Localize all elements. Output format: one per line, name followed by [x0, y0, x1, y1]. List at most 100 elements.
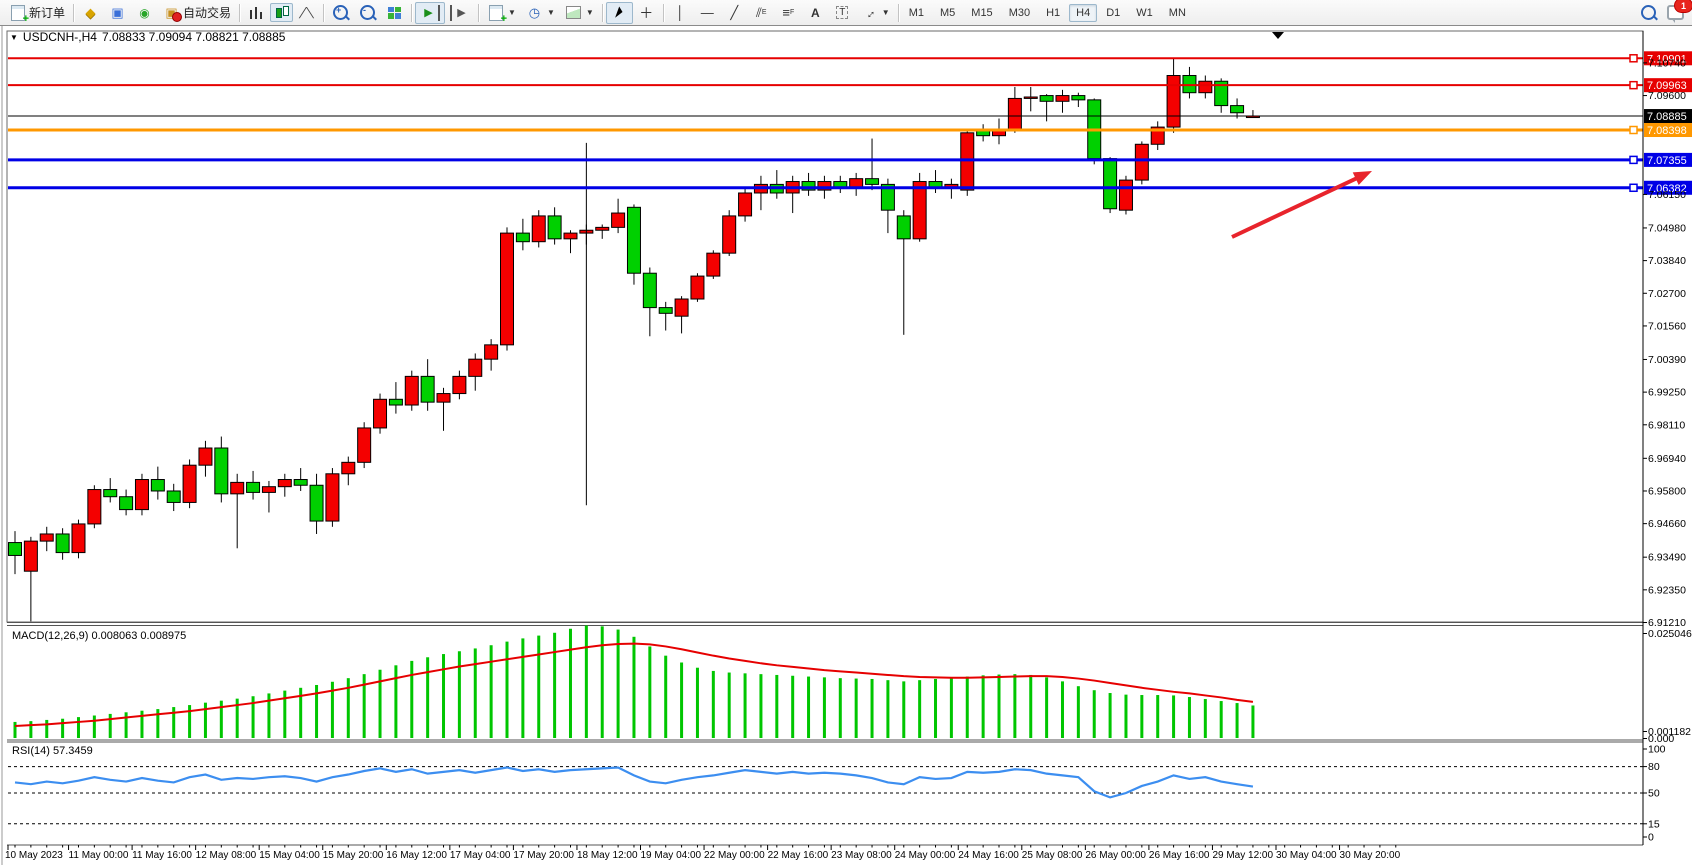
- market-watch-button[interactable]: ◆: [77, 2, 104, 24]
- rsi-line: [14, 766, 1254, 799]
- macd-bar: [410, 660, 414, 738]
- x-tick-label: 17 May 04:00: [450, 850, 511, 861]
- cursor-tool-button[interactable]: [605, 1, 633, 24]
- toolbar-separator: [73, 3, 75, 22]
- hline-handle[interactable]: [1629, 183, 1638, 193]
- auto-trading-button[interactable]: ▣ 自动交易: [158, 1, 236, 24]
- zoom-out-button[interactable]: -: [354, 2, 381, 24]
- timeframe-H4[interactable]: H4: [1069, 3, 1098, 22]
- macd-bar: [902, 681, 906, 738]
- macd-bar: [584, 625, 588, 738]
- macd-indicator-label: MACD(12,26,9) 0.008063 0.008975: [12, 630, 187, 642]
- candlestick-chart-button[interactable]: [270, 3, 294, 22]
- chart-shift-marker[interactable]: [1272, 32, 1284, 39]
- macd-bar: [267, 693, 271, 738]
- chart-menu-caret[interactable]: ▼: [10, 32, 18, 42]
- macd-bar: [251, 696, 255, 738]
- hline-handle[interactable]: [1629, 155, 1638, 165]
- timeframe-M15[interactable]: M15: [971, 6, 993, 19]
- x-tick-label: 22 May 16:00: [768, 850, 829, 861]
- candle: [706, 252, 721, 277]
- candle: [1230, 105, 1245, 114]
- macd-bar: [521, 638, 525, 738]
- macd-bar: [664, 655, 668, 738]
- timeframe-M5[interactable]: M5: [940, 6, 956, 19]
- timeframe-D1[interactable]: D1: [1106, 6, 1121, 19]
- x-tick-label: 19 May 04:00: [641, 850, 702, 861]
- timeframe-M30[interactable]: M30: [1008, 6, 1031, 19]
- hline-handle[interactable]: [1629, 80, 1638, 90]
- bar-chart-button[interactable]: [243, 2, 270, 24]
- vertical-line-tool-button[interactable]: │: [667, 2, 694, 24]
- indicators-button[interactable]: + ▼: [482, 2, 521, 24]
- candle: [119, 496, 134, 511]
- zoom-in-button[interactable]: +: [327, 2, 354, 24]
- x-tick-label: 24 May 16:00: [958, 850, 1019, 861]
- hline-handle[interactable]: [1629, 54, 1638, 63]
- arrows-tool-button[interactable]: ↔ ▼: [856, 2, 895, 24]
- periods-button[interactable]: ◷ ▼: [521, 2, 560, 24]
- chevron-down-icon: ▼: [546, 8, 555, 17]
- trendline-tool-button[interactable]: ╱: [721, 2, 748, 24]
- macd-bar: [1013, 674, 1017, 738]
- chart-shift-button[interactable]: ▶: [445, 2, 475, 24]
- macd-bar: [632, 636, 636, 738]
- macd-bar: [553, 632, 557, 738]
- signals-button[interactable]: ◉: [131, 2, 158, 24]
- tile-windows-button[interactable]: [381, 2, 408, 24]
- timeframe-M1[interactable]: M1: [908, 6, 924, 19]
- accounts-button[interactable]: ▣: [104, 2, 131, 24]
- candle: [261, 486, 276, 493]
- horizontal-line-tool-button[interactable]: —: [694, 2, 721, 24]
- chat-icon[interactable]: 1: [1667, 0, 1692, 23]
- line-chart-button[interactable]: ╱╲: [293, 2, 320, 24]
- trend-arrow-line[interactable]: [1231, 173, 1364, 239]
- channel-tool-button[interactable]: ⫽ E: [748, 2, 775, 24]
- gold-icon: ◆: [85, 4, 96, 20]
- macd-bar: [29, 721, 33, 738]
- fibonacci-tool-button[interactable]: ≡ F: [775, 2, 802, 24]
- x-tick-label: 11 May 00:00: [69, 850, 129, 861]
- notification-badge[interactable]: 1: [1674, 0, 1692, 13]
- search-icon[interactable]: [1640, 4, 1657, 20]
- trend-arrow-head[interactable]: [1352, 171, 1372, 186]
- candle: [484, 344, 499, 360]
- y-tick-label: 6.95800: [1648, 485, 1686, 497]
- candle: [563, 232, 578, 240]
- chart-window[interactable]: ▼ USDCNH-,H4 7.08833 7.09094 7.08821 7.0…: [0, 25, 1692, 865]
- macd-bar: [1076, 686, 1080, 738]
- candle: [420, 375, 435, 403]
- new-order-button[interactable]: + 新订单: [4, 1, 70, 24]
- timeframe-W1[interactable]: W1: [1136, 6, 1153, 19]
- macd-bar: [1235, 703, 1239, 738]
- candle: [849, 178, 864, 188]
- macd-tick-label: 0.000: [1648, 733, 1674, 745]
- templates-button[interactable]: ▼: [560, 2, 599, 24]
- crosshair-tool-button[interactable]: ＋: [633, 2, 660, 24]
- timeframe-MN[interactable]: MN: [1168, 6, 1186, 19]
- macd-bar: [426, 657, 430, 738]
- macd-bar: [600, 626, 604, 738]
- candle: [468, 358, 483, 377]
- price-label-text: 7.07355: [1647, 155, 1687, 167]
- text-label-tool-button[interactable]: T: [829, 2, 856, 24]
- macd-bar: [680, 662, 684, 738]
- candle: [325, 473, 340, 522]
- candle: [404, 375, 419, 406]
- x-tick-label: 15 May 20:00: [323, 850, 384, 861]
- text-tool-button[interactable]: A: [802, 2, 829, 24]
- timeframe-H1[interactable]: H1: [1046, 6, 1061, 19]
- horizontal-line-icon: —: [700, 5, 714, 20]
- new-order-icon: +: [9, 4, 29, 24]
- price-chart[interactable]: 7.10901 7.09963 7.08885 7.08398 7.07355 7.063…: [0, 26, 1692, 865]
- macd-bar: [203, 702, 207, 738]
- macd-bar: [92, 715, 96, 738]
- macd-bar: [695, 667, 699, 738]
- macd-bar: [473, 648, 477, 738]
- x-tick-label: 15 May 04:00: [259, 850, 320, 861]
- cursor-icon: [611, 5, 628, 21]
- macd-bar: [140, 710, 144, 738]
- hline-handle[interactable]: [1629, 125, 1638, 135]
- candle: [960, 132, 975, 191]
- auto-scroll-button[interactable]: ▶: [415, 1, 446, 24]
